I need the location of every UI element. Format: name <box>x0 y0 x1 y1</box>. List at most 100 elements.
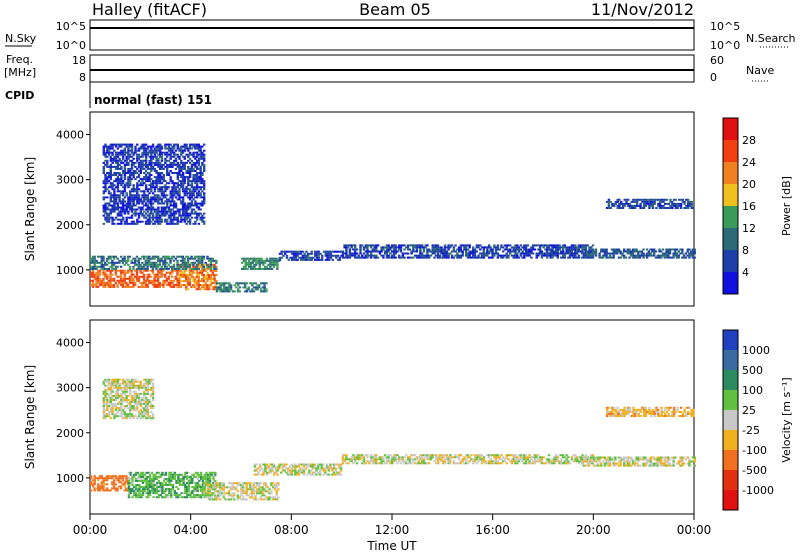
scatter-cell <box>357 456 360 459</box>
scatter-cell <box>114 271 118 274</box>
scatter-cell <box>560 252 563 255</box>
scatter-cell <box>653 202 656 205</box>
scatter-cell <box>438 246 441 249</box>
scatter-cell <box>143 200 146 203</box>
scatter-cell <box>328 250 331 253</box>
scatter-cell <box>186 255 190 258</box>
scatter-cell <box>186 274 190 276</box>
scatter-cell <box>255 467 258 470</box>
scatter-cell <box>287 469 290 472</box>
scatter-cell <box>178 149 181 152</box>
scatter-cell <box>177 482 180 484</box>
scatter-cell <box>109 475 112 478</box>
scatter-cell <box>260 257 263 260</box>
scatter-cell <box>113 165 116 168</box>
scatter-cell <box>127 170 130 172</box>
scatter-cell <box>141 214 144 217</box>
scatter-cell <box>176 165 179 168</box>
scatter-cell <box>295 465 299 468</box>
scatter-cell <box>120 159 123 162</box>
scatter-cell <box>183 259 186 262</box>
scatter-cell <box>229 494 233 497</box>
scatter-cell <box>242 490 245 493</box>
scatter-cell <box>142 263 146 266</box>
scatter-cell <box>199 284 202 287</box>
scatter-cell <box>151 192 155 195</box>
scatter-cell <box>642 202 646 205</box>
scatter-cell <box>112 487 116 490</box>
scatter-cell <box>179 269 183 272</box>
scatter-cell <box>391 244 394 247</box>
scatter-cell <box>176 198 179 201</box>
scatter-cell <box>118 261 121 264</box>
scatter-cell <box>664 198 667 201</box>
scatter-cell <box>104 145 107 148</box>
scatter-cell <box>116 202 120 205</box>
scatter-cell <box>130 206 134 209</box>
scatter-cell <box>187 153 190 156</box>
scatter-cell <box>185 206 188 209</box>
scatter-cell <box>120 210 123 213</box>
scatter-cell <box>443 252 447 255</box>
scatter-cell <box>412 244 415 247</box>
scatter-cell <box>235 282 238 285</box>
scatter-cell <box>146 198 149 201</box>
scatter-cell <box>157 182 160 185</box>
scatter-cell <box>440 246 443 249</box>
scatter-cell <box>148 263 151 266</box>
scatter-cell <box>553 246 556 249</box>
scatter-cell <box>173 202 176 205</box>
scatter-cell <box>676 202 679 205</box>
scatter-cell <box>276 473 279 476</box>
scatter-cell <box>150 488 154 491</box>
scatter-cell <box>176 285 179 288</box>
scatter-cell <box>211 286 214 289</box>
scatter-cell <box>259 492 262 495</box>
scatter-cell <box>505 462 508 465</box>
scatter-cell <box>128 267 132 270</box>
scatter-cell <box>113 206 116 209</box>
scatter-cell <box>491 250 494 253</box>
scatter-cell <box>159 143 162 146</box>
scatter-cell <box>334 469 337 472</box>
scatter-cell <box>601 256 605 259</box>
scatter-cell <box>98 271 102 274</box>
scatter-cell <box>139 161 142 164</box>
scatter-cell <box>196 176 199 179</box>
scatter-cell <box>192 176 195 179</box>
scatter-cell <box>155 488 159 491</box>
scatter-cell <box>127 271 130 274</box>
scatter-cell <box>98 261 102 264</box>
scatter-cell <box>109 281 112 284</box>
scatter-cell <box>249 282 252 285</box>
scatter-cell <box>173 214 176 217</box>
scatter-cell <box>183 214 186 217</box>
scatter-cell <box>598 256 601 259</box>
scatter-cell <box>201 182 204 185</box>
scatter-cell <box>676 207 679 209</box>
scatter-cell <box>237 284 240 287</box>
scatter-cell <box>146 275 149 278</box>
scatter-cell <box>197 202 201 205</box>
scatter-cell <box>155 261 158 264</box>
scatter-cell <box>91 485 95 488</box>
scatter-cell <box>107 145 111 148</box>
scatter-cell <box>305 258 308 261</box>
scatter-cell <box>150 484 154 486</box>
scatter-cell <box>607 202 611 205</box>
scatter-cell <box>516 256 519 259</box>
scatter-cell <box>146 165 149 168</box>
scatter-cell <box>109 200 112 203</box>
scatter-cell <box>213 282 216 285</box>
scatter-cell <box>352 248 355 251</box>
scatter-cell <box>169 200 172 203</box>
scatter-cell <box>422 462 426 465</box>
scatter-cell <box>586 254 589 257</box>
scatter-cell <box>456 256 459 259</box>
scatter-cell <box>106 208 109 211</box>
scatter-cell <box>514 256 517 259</box>
scatter-cell <box>160 218 164 221</box>
scatter-cell <box>123 255 126 258</box>
scatter-cell <box>254 282 257 285</box>
scatter-cell <box>220 484 224 487</box>
